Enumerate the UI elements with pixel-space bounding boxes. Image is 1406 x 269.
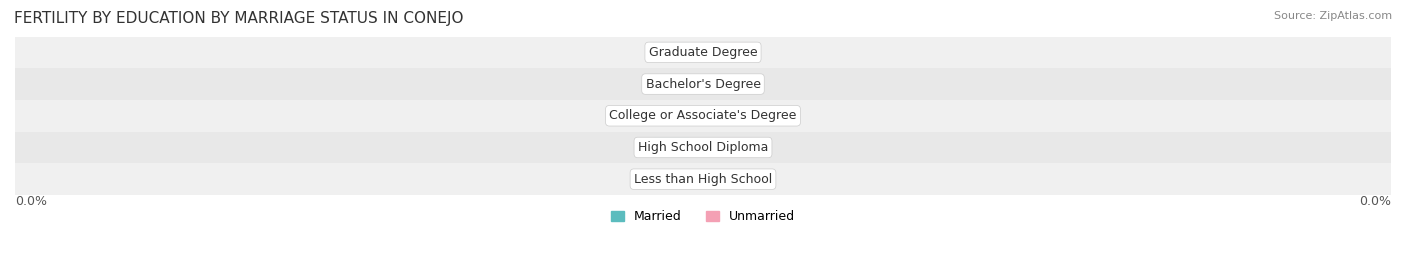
Text: 0.0%: 0.0% bbox=[654, 109, 689, 122]
Text: 0.0%: 0.0% bbox=[1360, 195, 1391, 208]
Text: 0.0%: 0.0% bbox=[654, 141, 689, 154]
Text: 0.0%: 0.0% bbox=[717, 109, 752, 122]
Text: Bachelor's Degree: Bachelor's Degree bbox=[645, 77, 761, 91]
Text: 0.0%: 0.0% bbox=[717, 173, 752, 186]
Text: 0.0%: 0.0% bbox=[654, 77, 689, 91]
Text: College or Associate's Degree: College or Associate's Degree bbox=[609, 109, 797, 122]
Bar bbox=[15, 37, 1391, 68]
Legend: Married, Unmarried: Married, Unmarried bbox=[606, 206, 800, 228]
Bar bbox=[15, 163, 1391, 195]
Text: Less than High School: Less than High School bbox=[634, 173, 772, 186]
Text: Source: ZipAtlas.com: Source: ZipAtlas.com bbox=[1274, 11, 1392, 21]
Text: High School Diploma: High School Diploma bbox=[638, 141, 768, 154]
Bar bbox=[15, 100, 1391, 132]
Bar bbox=[15, 132, 1391, 163]
Text: 0.0%: 0.0% bbox=[15, 195, 46, 208]
Text: 0.0%: 0.0% bbox=[717, 141, 752, 154]
Text: 0.0%: 0.0% bbox=[717, 77, 752, 91]
Text: 0.0%: 0.0% bbox=[654, 173, 689, 186]
Text: 0.0%: 0.0% bbox=[654, 46, 689, 59]
Text: FERTILITY BY EDUCATION BY MARRIAGE STATUS IN CONEJO: FERTILITY BY EDUCATION BY MARRIAGE STATU… bbox=[14, 11, 464, 26]
Bar bbox=[15, 68, 1391, 100]
Text: 0.0%: 0.0% bbox=[717, 46, 752, 59]
Text: Graduate Degree: Graduate Degree bbox=[648, 46, 758, 59]
